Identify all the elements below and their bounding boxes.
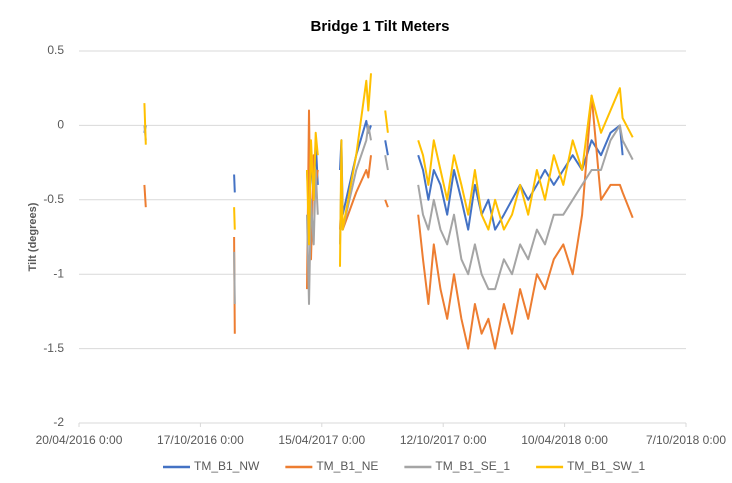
x-tick-label: 20/04/2016 0:00 xyxy=(36,433,123,447)
legend-label: TM_B1_NW xyxy=(194,459,260,473)
y-axis-label: Tilt (degrees) xyxy=(27,202,39,271)
x-tick-label: 12/10/2017 0:00 xyxy=(400,433,487,447)
x-tick-label: 17/10/2016 0:00 xyxy=(157,433,244,447)
series-line xyxy=(143,73,634,267)
chart-title: Bridge 1 Tilt Meters xyxy=(311,18,450,35)
y-tick-label: -2 xyxy=(53,415,64,429)
legend-label: TM_B1_SE_1 xyxy=(435,459,510,473)
x-tick-label: 7/10/2018 0:00 xyxy=(646,433,726,447)
x-tick-label: 10/04/2018 0:00 xyxy=(521,433,608,447)
series-line xyxy=(143,119,624,231)
y-tick-label: -0.5 xyxy=(43,192,64,206)
y-tick-label: -1.5 xyxy=(43,341,64,355)
legend-label: TM_B1_SW_1 xyxy=(567,459,645,473)
y-tick-label: -1 xyxy=(53,266,64,280)
series-line xyxy=(143,124,634,305)
y-tick-label: 0 xyxy=(57,118,64,132)
series-line xyxy=(143,94,634,350)
y-tick-label: 0.5 xyxy=(47,43,64,57)
x-tick-label: 15/04/2017 0:00 xyxy=(278,433,365,447)
legend-label: TM_B1_NE xyxy=(316,459,378,473)
